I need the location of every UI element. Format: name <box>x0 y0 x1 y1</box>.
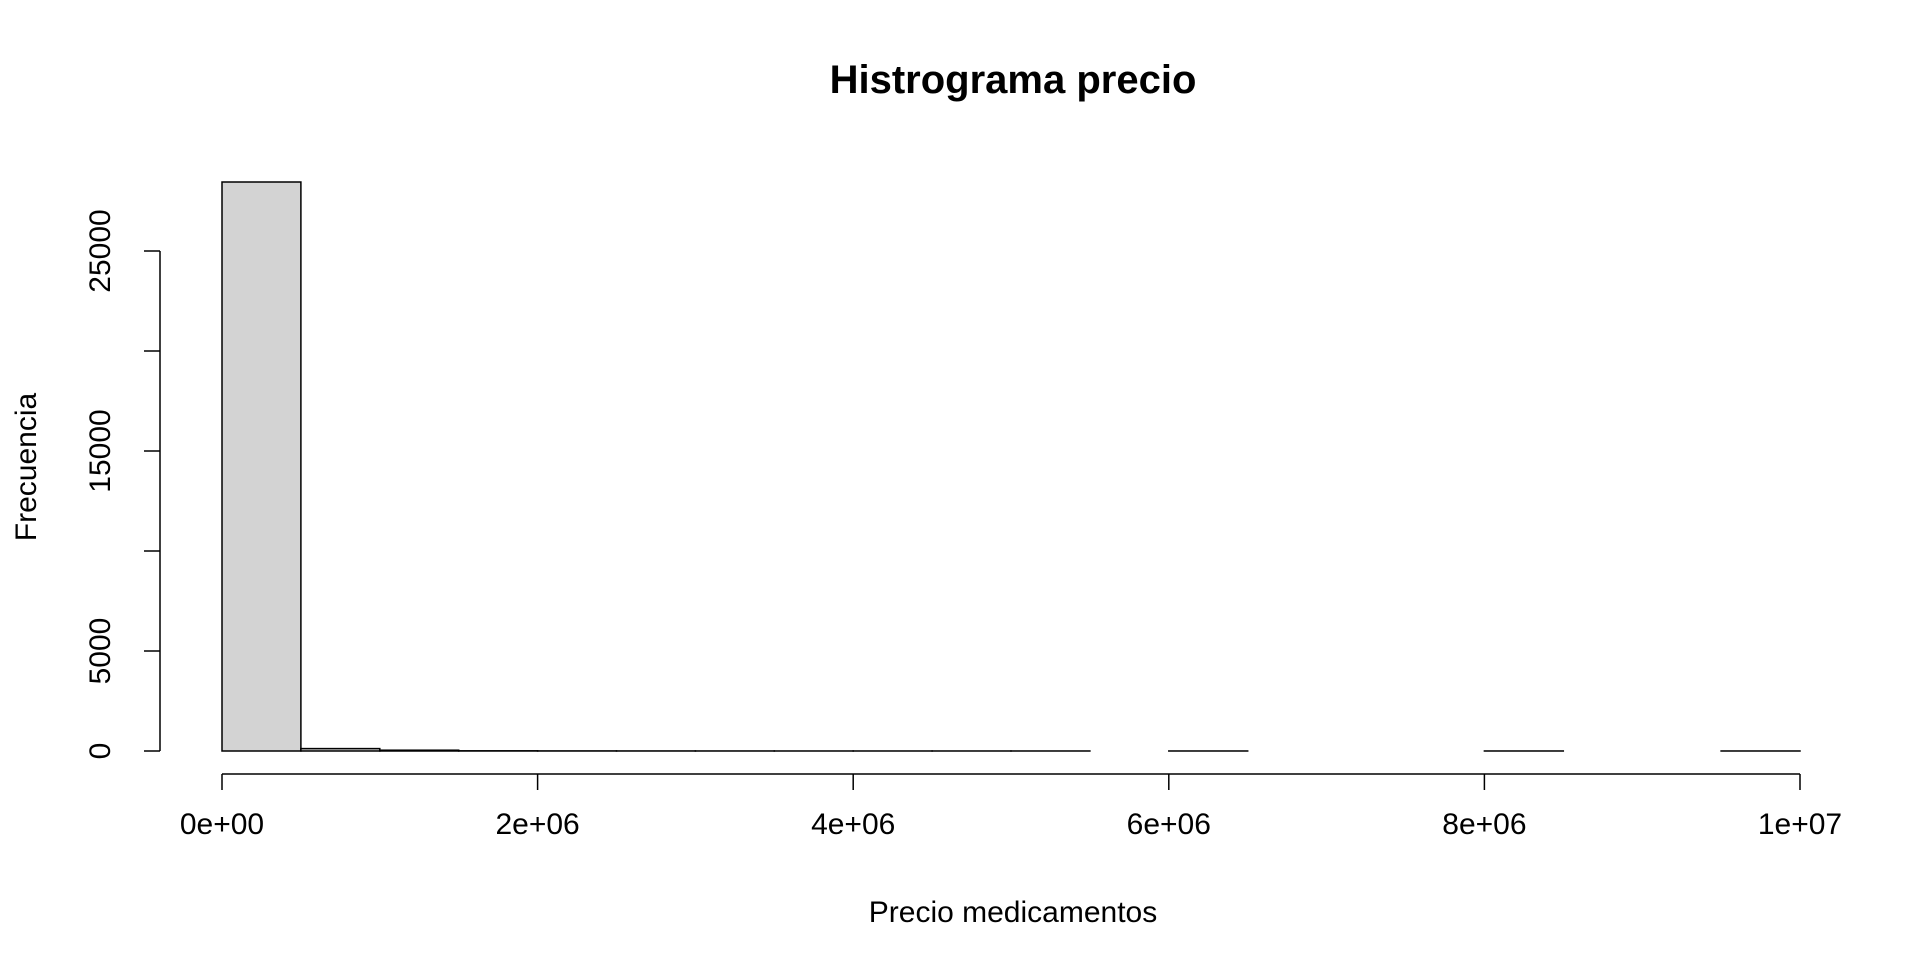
x-tick-label: 1e+07 <box>1758 808 1842 841</box>
histogram-bars <box>221 181 1801 752</box>
y-axis: 0 5000 15000 25000 <box>84 209 161 760</box>
y-axis-label: Frecuencia <box>10 392 43 541</box>
chart-title: Histrograma precio <box>830 58 1197 102</box>
y-tick-label: 5000 <box>84 618 117 685</box>
x-tick-label: 8e+06 <box>1442 808 1526 841</box>
x-tick-label: 0e+00 <box>180 808 264 841</box>
histogram-bar <box>221 181 302 752</box>
histogram-bar <box>379 749 460 752</box>
y-tick-label: 25000 <box>84 209 117 292</box>
x-tick-label: 2e+06 <box>495 808 579 841</box>
histogram-bar <box>300 747 381 752</box>
y-tick-label: 0 <box>84 743 117 760</box>
y-tick-label: 15000 <box>84 409 117 492</box>
x-axis: 0e+00 2e+06 4e+06 6e+06 8e+06 1e+07 <box>180 773 1842 841</box>
x-axis-label: Precio medicamentos <box>869 896 1157 929</box>
x-tick-label: 4e+06 <box>811 808 895 841</box>
x-tick-label: 6e+06 <box>1127 808 1211 841</box>
